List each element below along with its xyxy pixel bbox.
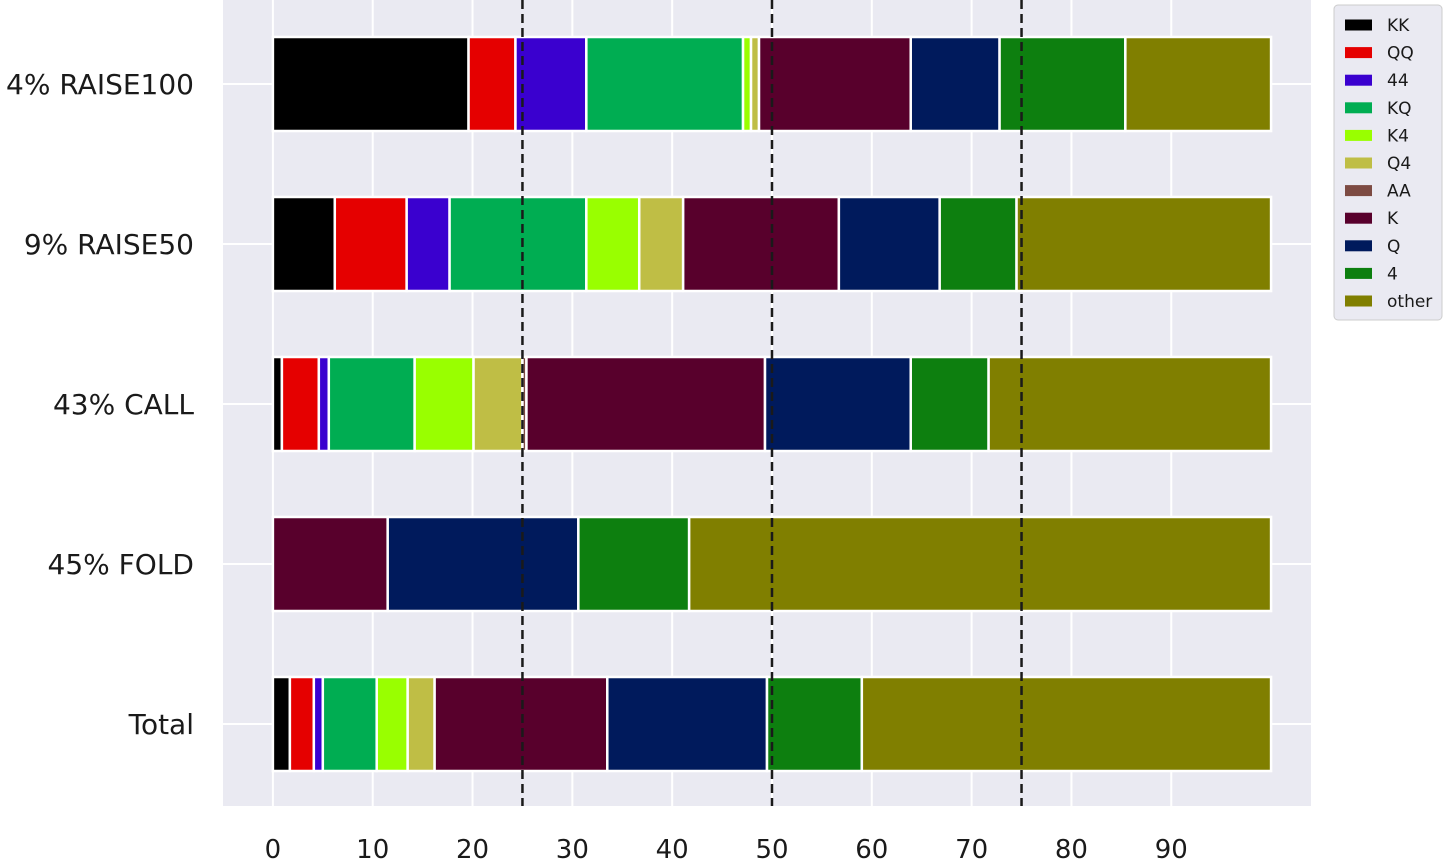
bar-KK-4 [271,675,292,773]
x-tick-label: 50 [755,835,788,864]
legend-label-KK: KK [1387,16,1410,36]
x-tick-label: 30 [556,835,589,864]
bar-4-0 [998,35,1127,133]
legend-swatch-K [1345,212,1372,224]
bar-other-3 [687,515,1273,613]
legend-label-K: K [1387,209,1399,229]
legend-label-Q: Q [1387,237,1400,257]
bar-K4-2 [413,355,475,453]
bar-KQ-0 [585,35,745,133]
bar-4-1 [938,195,1018,293]
y-tick-label: 9% RAISE50 [24,228,194,261]
legend-label-K4: K4 [1387,126,1409,146]
bar-Q4-1 [637,195,685,293]
bar-Q-4 [606,675,769,773]
legend-label-Q4: Q4 [1387,154,1411,174]
bar-KK-0 [271,35,470,133]
legend-swatch-K4 [1345,129,1372,141]
bar-other-4 [860,675,1273,773]
bar-KQ-2 [327,355,416,453]
bar-K-0 [757,35,912,133]
bar-Q4-4 [406,675,436,773]
bar-QQ-1 [333,195,408,293]
bar-Q-0 [909,35,1001,133]
legend-swatch-4 [1345,267,1372,279]
legend-swatch-KQ [1345,102,1372,114]
legend-swatch-QQ [1345,47,1372,59]
y-tick-label: 43% CALL [53,388,194,421]
bar-QQ-4 [288,675,316,773]
legend-label-AA: AA [1387,182,1411,202]
x-tick-labels: 0 10 20 30 40 50 60 70 80 90 [265,835,1188,864]
bar-K-3 [271,515,389,613]
legend-label-44: 44 [1387,71,1409,91]
bar-44-0 [514,35,588,133]
bar-QQ-0 [467,35,517,133]
y-tick-label: 4% RAISE100 [6,68,194,101]
x-tick-label: 10 [356,835,389,864]
bar-KK-2 [271,355,284,453]
bar-KQ-1 [448,195,588,293]
bar-K-4 [433,675,609,773]
x-tick-label: 40 [656,835,689,864]
reference-lines [521,0,1023,806]
bar-4-3 [577,515,691,613]
legend-swatch-other [1345,295,1372,307]
bar-4-2 [909,355,990,453]
bar-4-4 [765,675,864,773]
bar-Q-3 [386,515,580,613]
y-tick-label: Total [128,708,194,741]
bar-44-4 [312,675,325,773]
x-tick-label: 80 [1055,835,1088,864]
x-tick-label: 90 [1155,835,1188,864]
x-tick-label: 0 [265,835,282,864]
legend-label-QQ: QQ [1387,44,1414,64]
legend-swatch-Q [1345,240,1372,252]
legend-label-other: other [1387,292,1432,312]
bar-other-0 [1124,35,1273,133]
bar-K4-1 [585,195,641,293]
bar-other-2 [987,355,1273,453]
x-tick-label: 20 [456,835,489,864]
bar-other-1 [1015,195,1273,293]
legend-swatch-Q4 [1345,157,1372,169]
bar-Q4-2 [472,355,524,453]
bar-44-2 [317,355,331,453]
bar-K-2 [525,355,767,453]
bar-K-1 [681,195,841,293]
x-tick-label: 70 [955,835,988,864]
bar-K4-4 [375,675,409,773]
bar-KQ-4 [321,675,378,773]
bar-Q-2 [763,355,912,453]
legend-swatch-KK [1345,19,1372,31]
x-tick-label: 60 [855,835,888,864]
legend-label-KQ: KQ [1387,99,1412,119]
legend-swatch-44 [1345,74,1372,86]
legend-swatch-AA [1345,185,1372,197]
bar-Q-1 [837,195,941,293]
bar-44-1 [405,195,451,293]
bars [271,35,1273,773]
legend-label-4: 4 [1387,264,1398,284]
y-tick-label: 45% FOLD [48,548,194,581]
bar-QQ-2 [280,355,321,453]
bar-KK-1 [271,195,337,293]
category-labels: 4% RAISE100 9% RAISE50 43% CALL 45% FOLD Tot… [6,68,194,741]
